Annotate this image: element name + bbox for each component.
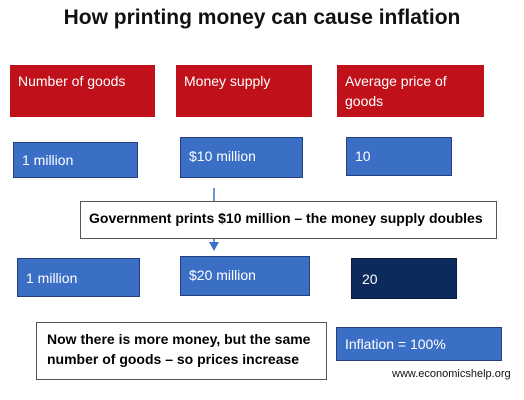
- header-box: Average price of goods: [337, 65, 484, 117]
- note-box: Government prints $10 million – the mone…: [80, 201, 497, 239]
- value-box: 20: [351, 258, 457, 299]
- value-box: 1 million: [13, 142, 138, 178]
- value-box: 1 million: [17, 258, 140, 297]
- value-box: 10: [346, 137, 452, 176]
- value-box: $10 million: [180, 137, 303, 178]
- footer: www.economicshelp.org: [392, 368, 511, 380]
- value-box: $20 million: [180, 256, 310, 296]
- header-box: Money supply: [176, 65, 312, 117]
- title: How printing money can cause inflation: [63, 6, 461, 29]
- explanation-box: Now there is more money, but the same nu…: [36, 322, 327, 380]
- result-box: Inflation = 100%: [336, 327, 502, 361]
- header-box: Number of goods: [10, 65, 155, 117]
